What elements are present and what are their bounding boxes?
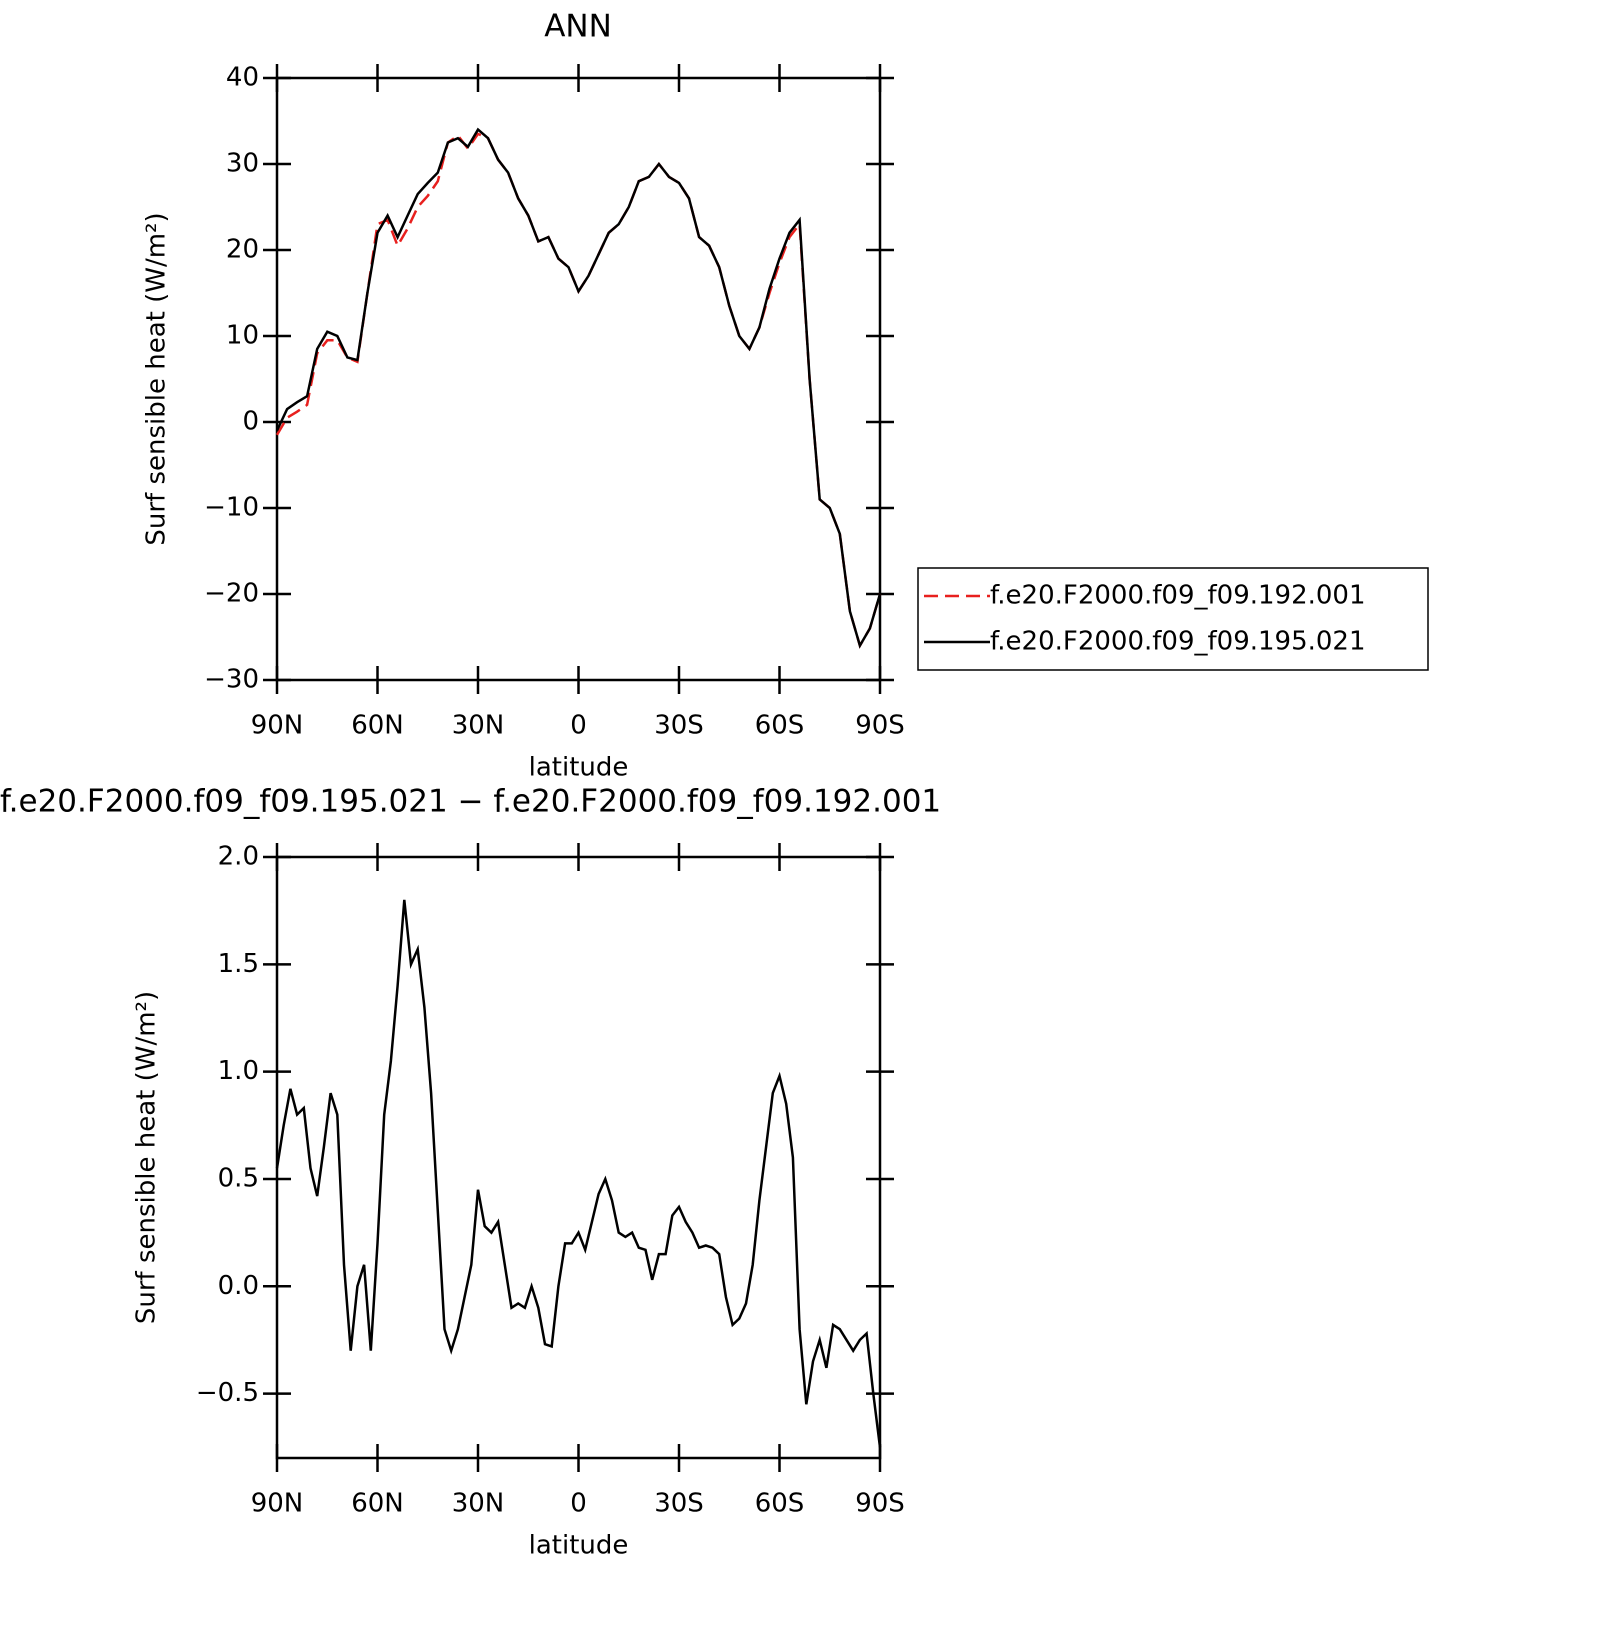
x-tick-label: 30S — [654, 1489, 704, 1519]
x-tick-label: 90N — [251, 1489, 304, 1519]
x-tick-label: 60N — [351, 1489, 404, 1519]
y-tick-label: −0.5 — [196, 1378, 259, 1408]
x-tick-label: 90S — [855, 711, 905, 741]
plot-frame — [275, 76, 882, 682]
x-tick-label: 30N — [452, 711, 505, 741]
legend-box — [917, 567, 1429, 671]
data-line — [275, 899, 882, 1448]
x-tick-label: 90N — [251, 711, 304, 741]
y-tick-label: 20 — [226, 235, 259, 265]
legend-label: f.e20.F2000.f09_f09.192.001 — [990, 581, 1366, 611]
y-tick-label: −10 — [204, 493, 259, 523]
y-tick-label: −30 — [204, 665, 259, 695]
y-tick-label: 0 — [242, 407, 259, 437]
x-tick-label: 30S — [654, 711, 704, 741]
chart-title: ANN — [544, 9, 612, 45]
x-tick-label: 60N — [351, 711, 404, 741]
y-tick-label: 10 — [226, 321, 259, 351]
y-tick-label: 30 — [226, 149, 259, 179]
y-tick-label: 0.5 — [218, 1163, 259, 1193]
y-tick-label: 40 — [226, 63, 259, 93]
x-tick-label: 30N — [452, 1489, 505, 1519]
x-tick-label: 90S — [855, 1489, 905, 1519]
y-axis-label: Surf sensible heat (W/m²) — [142, 212, 172, 545]
x-axis-label: latitude — [529, 753, 629, 783]
x-tick-label: 0 — [570, 1489, 587, 1519]
plot-frame — [275, 855, 882, 1460]
data-line — [275, 132, 882, 649]
data-line — [275, 127, 882, 649]
y-tick-label: 0.0 — [218, 1271, 259, 1301]
x-tick-label: 0 — [570, 711, 587, 741]
x-tick-label: 60S — [755, 711, 805, 741]
y-tick-label: 1.5 — [218, 949, 259, 979]
y-tick-label: 1.0 — [218, 1056, 259, 1086]
y-tick-label: 2.0 — [218, 842, 259, 872]
y-axis-label: Surf sensible heat (W/m²) — [132, 991, 162, 1324]
x-tick-label: 60S — [755, 1489, 805, 1519]
y-tick-label: −20 — [204, 579, 259, 609]
x-axis-label: latitude — [529, 1531, 629, 1561]
legend-label: f.e20.F2000.f09_f09.195.021 — [990, 627, 1366, 657]
chart-title: f.e20.F2000.f09_f09.195.021 − f.e20.F200… — [0, 784, 941, 820]
